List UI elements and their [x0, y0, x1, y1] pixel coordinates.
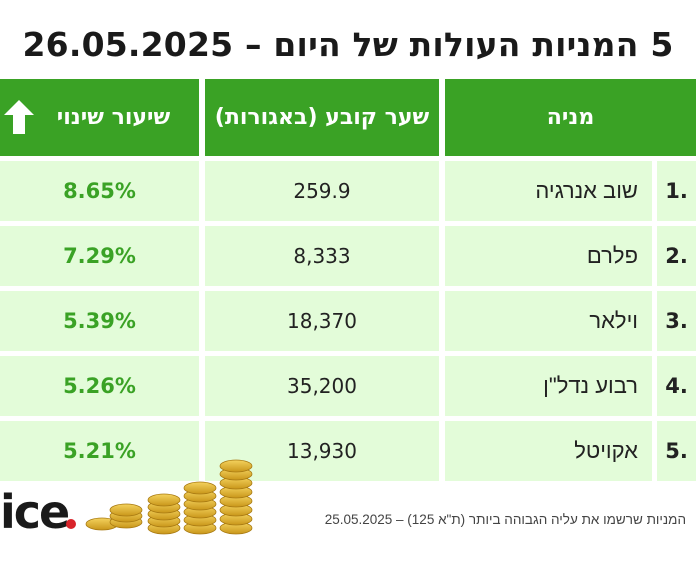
coins-illustration — [85, 459, 253, 535]
row-change: 5.21% — [0, 421, 199, 481]
header-price: שער קובע (באגורות) — [205, 79, 439, 156]
row-stock-name: שוב אנרגיה — [445, 161, 652, 221]
row-rank: 1. — [657, 161, 696, 221]
ice-logo: ice — [0, 486, 76, 532]
header-stock-label: מניה — [546, 105, 595, 130]
row-change: 7.29% — [0, 226, 199, 286]
row-stock-name: רבוע נדל"ן — [445, 356, 652, 416]
title-text: 5 המניות העולות של היום – — [244, 24, 674, 64]
row-change: 5.26% — [0, 356, 199, 416]
svg-text:ice: ice — [0, 486, 68, 532]
row-rank: 2. — [657, 226, 696, 286]
row-stock-name-text: אקויטל — [574, 438, 638, 463]
row-stock-name-text: רבוע נדל"ן — [543, 373, 638, 398]
header-stock: מניה — [445, 79, 696, 156]
row-stock-name-text: שוב אנרגיה — [535, 178, 638, 203]
row-price: 35,200 — [205, 356, 439, 416]
row-change: 5.39% — [0, 291, 199, 351]
row-stock-name: פלרם — [445, 226, 652, 286]
row-price: 18,370 — [205, 291, 439, 351]
row-rank: 4. — [657, 356, 696, 416]
row-stock-name-text: פלרם — [586, 243, 638, 268]
header-change-label: שיעור שינוי — [56, 105, 171, 130]
arrow-up-icon — [4, 100, 34, 134]
footer-note: המניות שרשמו את עליה הגבוהה ביותר (ת"א 1… — [324, 512, 686, 527]
row-stock-name: אקויטל — [445, 421, 652, 481]
page-title: 5 המניות העולות של היום – 26.05.2025 — [0, 14, 696, 74]
row-rank: 5. — [657, 421, 696, 481]
row-stock-name-text: וילאר — [589, 308, 638, 333]
row-price: 259.9 — [205, 161, 439, 221]
row-stock-name: וילאר — [445, 291, 652, 351]
header-price-label: שער קובע (באגורות) — [214, 105, 430, 130]
title-date: 26.05.2025 — [22, 24, 234, 64]
header-change: שיעור שינוי — [0, 79, 199, 156]
row-change: 8.65% — [0, 161, 199, 221]
row-price: 8,333 — [205, 226, 439, 286]
row-rank: 3. — [657, 291, 696, 351]
